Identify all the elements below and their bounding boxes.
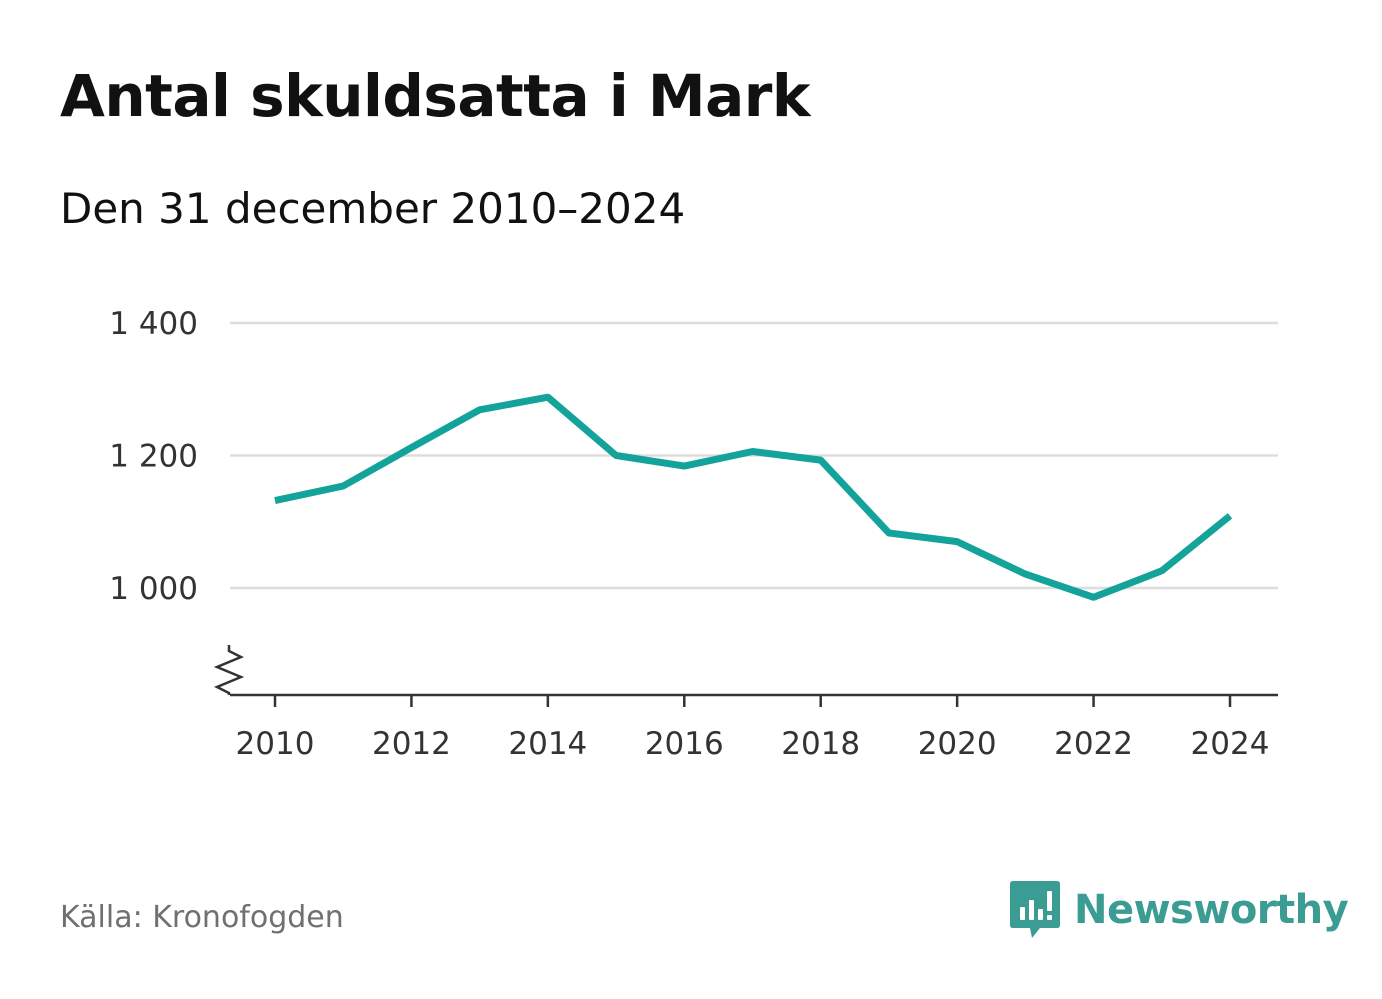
data-point [1158,567,1165,574]
series-line [274,393,1233,601]
x-tick-label: 2024 [1191,726,1270,762]
x-tick-label: 2018 [781,726,860,762]
y-axis-ticks: 1 000 1 200 1 400 [109,306,198,607]
grid-lines [230,321,1278,590]
chart-subtitle: Den 31 december 2010–2024 [60,184,686,233]
data-point [817,457,824,464]
data-point [681,463,688,470]
x-tick-label: 2016 [645,726,724,762]
brand-name: Newsworthy [1074,887,1349,933]
bar-chart-speech-bubble-icon [1010,881,1060,938]
source-note: Källa: Kronofogden [60,900,344,935]
axis-break-icon [213,645,245,695]
series-layer [272,393,1234,601]
data-point [408,444,415,451]
data-point [749,448,756,455]
x-axis: 2010 2012 2014 2016 2018 2020 2022 2024 [213,645,1278,762]
x-tick-label: 2022 [1054,726,1133,762]
data-point [476,406,483,413]
x-tick-label: 2012 [372,726,451,762]
x-tick-label: 2010 [236,726,315,762]
data-point [954,538,961,545]
data-point [1227,512,1234,519]
y-tick-label: 1 000 [109,571,198,607]
data-point [340,483,347,490]
y-tick-label: 1 400 [109,306,198,342]
chart-title: Antal skuldsatta i Mark [60,62,810,130]
data-point [272,497,279,504]
brand-logo-group: Newsworthy [1010,880,1349,940]
x-tick-label: 2014 [508,726,587,762]
data-point [1022,571,1029,578]
y-tick-label: 1 200 [109,439,198,475]
data-point [544,394,551,401]
data-point [613,452,620,459]
data-point [1090,594,1097,601]
x-tick-label: 2020 [918,726,997,762]
data-point [885,530,892,537]
